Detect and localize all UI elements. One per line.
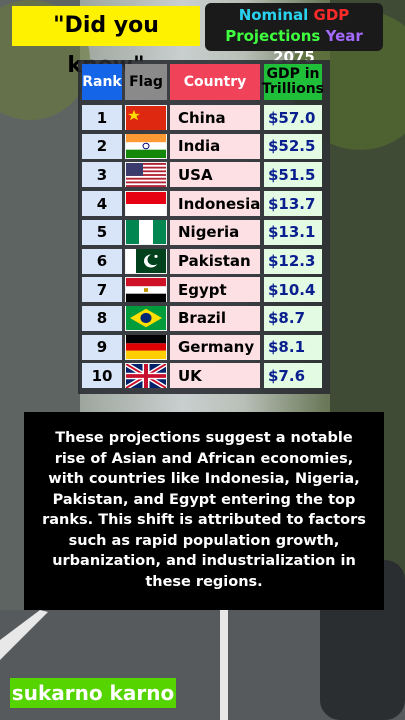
flag-cell bbox=[125, 105, 167, 130]
column-header: Country bbox=[170, 64, 260, 100]
gdp-cell: $10.4 bbox=[264, 277, 322, 303]
gdp-cell: $7.6 bbox=[264, 363, 322, 389]
gdp-cell: $8.1 bbox=[264, 334, 322, 360]
badge: "Did you know" bbox=[12, 6, 200, 78]
flag-cell bbox=[125, 191, 167, 217]
flag-cell bbox=[125, 162, 167, 188]
gdp-cell: $13.7 bbox=[264, 191, 322, 217]
flag-cell bbox=[125, 219, 167, 245]
country-cell: Egypt bbox=[170, 277, 260, 303]
flag bbox=[126, 306, 166, 331]
country-cell: Pakistan bbox=[170, 248, 260, 274]
gdp-cell: $51.5 bbox=[264, 162, 322, 188]
caption: These projections suggest a notable rise… bbox=[24, 412, 384, 610]
flag bbox=[126, 277, 166, 302]
country-cell: China bbox=[170, 105, 260, 130]
column-header: Rank bbox=[82, 64, 122, 100]
flag bbox=[126, 363, 166, 388]
rank-cell: 10 bbox=[82, 363, 122, 389]
country-cell: USA bbox=[170, 162, 260, 188]
flag bbox=[126, 105, 166, 130]
flag bbox=[126, 191, 166, 216]
rank-cell: 3 bbox=[82, 162, 122, 188]
flag-cell bbox=[125, 277, 167, 303]
gdp-cell: $8.7 bbox=[264, 305, 322, 331]
gdp-cell: $13.1 bbox=[264, 219, 322, 245]
gdp-cell: $12.3 bbox=[264, 248, 322, 274]
title-word: Year bbox=[325, 27, 363, 45]
rank-cell: 4 bbox=[82, 191, 122, 217]
title-word: GDP bbox=[313, 6, 350, 24]
column-header: GDP in Trillions bbox=[262, 64, 324, 100]
flag-cell bbox=[125, 305, 167, 331]
column-header: Flag bbox=[125, 64, 167, 100]
country-cell: Indonesia bbox=[170, 191, 260, 217]
flag bbox=[126, 249, 166, 273]
rank-cell: 6 bbox=[82, 248, 122, 274]
flag-cell bbox=[125, 334, 167, 360]
country-cell: India bbox=[170, 133, 260, 159]
flag bbox=[126, 220, 166, 245]
rank-cell: 8 bbox=[82, 305, 122, 331]
flag bbox=[126, 134, 166, 159]
flag-cell bbox=[125, 363, 167, 389]
flag-cell bbox=[125, 133, 167, 159]
title-word: Nominal bbox=[238, 6, 309, 24]
flag bbox=[126, 162, 166, 187]
rank-cell: 9 bbox=[82, 334, 122, 360]
gdp-cell: $52.5 bbox=[264, 133, 322, 159]
title-word: Projections bbox=[225, 27, 321, 45]
gdp-cell: $57.0 bbox=[264, 105, 322, 130]
table: Rank Flag Country GDP in Trillions 1 China $57… bbox=[78, 60, 330, 394]
flag bbox=[126, 335, 166, 360]
country-cell: Brazil bbox=[170, 305, 260, 331]
rank-cell: 2 bbox=[82, 133, 122, 159]
country-cell: Germany bbox=[170, 334, 260, 360]
title-box: Nominal GDP Projections Year 2075 bbox=[205, 3, 383, 66]
rank-cell: 7 bbox=[82, 277, 122, 303]
rank-cell: 5 bbox=[82, 219, 122, 245]
rank-cell: 1 bbox=[82, 105, 122, 130]
country-cell: Nigeria bbox=[170, 219, 260, 245]
flag-cell bbox=[125, 248, 167, 274]
country-cell: UK bbox=[170, 363, 260, 389]
footer: sukarno karno bbox=[10, 678, 176, 708]
